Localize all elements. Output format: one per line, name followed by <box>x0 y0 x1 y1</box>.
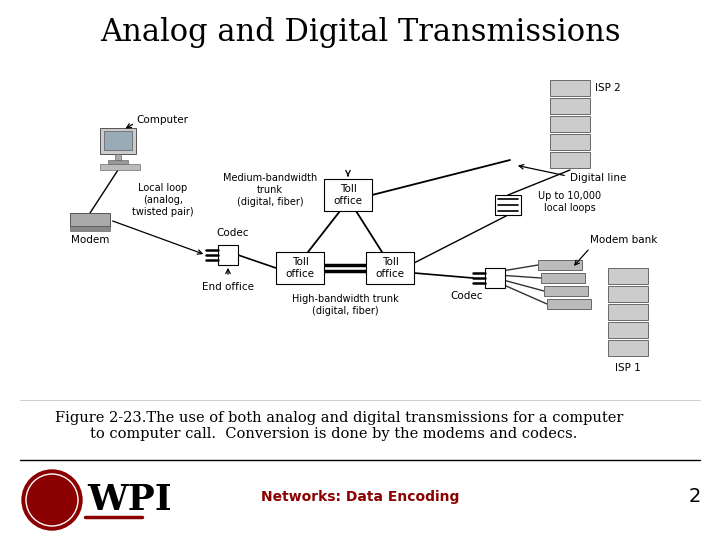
Text: WPI: WPI <box>87 483 171 517</box>
Text: Modem bank: Modem bank <box>590 235 657 245</box>
Bar <box>544 286 588 296</box>
Bar <box>608 304 648 320</box>
Bar <box>547 299 591 309</box>
Bar <box>276 252 324 284</box>
Bar <box>541 273 585 283</box>
Bar <box>100 164 140 170</box>
Text: Up to 10,000
local loops: Up to 10,000 local loops <box>538 191 601 213</box>
Bar <box>115 154 121 160</box>
Text: Modem: Modem <box>71 235 109 245</box>
Text: ISP 1: ISP 1 <box>615 363 641 373</box>
Bar <box>538 260 582 270</box>
Text: Digital line: Digital line <box>570 173 626 183</box>
Bar <box>485 268 505 288</box>
Circle shape <box>22 470 82 530</box>
Text: Networks: Data Encoding: Networks: Data Encoding <box>261 490 459 504</box>
Bar <box>550 116 590 132</box>
Bar <box>550 134 590 150</box>
Text: Figure 2-23.The use of both analog and digital transmissions for a computer: Figure 2-23.The use of both analog and d… <box>55 411 624 425</box>
Bar <box>100 128 136 154</box>
Text: Medium-bandwidth
trunk
(digital, fiber): Medium-bandwidth trunk (digital, fiber) <box>223 173 317 207</box>
Text: to computer call.  Conversion is done by the modems and codecs.: to computer call. Conversion is done by … <box>90 427 577 441</box>
Text: Codec: Codec <box>451 291 483 301</box>
Bar <box>70 226 110 231</box>
Bar <box>108 160 128 164</box>
Bar <box>550 98 590 114</box>
Text: Analog and Digital Transmissions: Analog and Digital Transmissions <box>99 17 621 48</box>
Bar <box>608 286 648 302</box>
Bar <box>366 252 414 284</box>
Text: Computer: Computer <box>136 115 188 125</box>
Bar <box>218 245 238 265</box>
Bar <box>608 340 648 356</box>
Bar <box>70 213 110 226</box>
Bar <box>608 268 648 284</box>
Text: WPI: WPI <box>34 493 71 511</box>
Bar <box>495 195 521 215</box>
Text: 2: 2 <box>689 488 701 507</box>
Bar <box>104 131 132 150</box>
Text: Codec: Codec <box>217 228 249 238</box>
Bar <box>608 322 648 338</box>
Text: Toll
office: Toll office <box>376 257 405 279</box>
Text: High-bandwidth trunk
(digital, fiber): High-bandwidth trunk (digital, fiber) <box>292 294 398 316</box>
Text: ISP 2: ISP 2 <box>595 83 621 93</box>
Text: Toll
office: Toll office <box>286 257 315 279</box>
Text: Local loop
(analog,
twisted pair): Local loop (analog, twisted pair) <box>132 184 194 217</box>
Text: End office: End office <box>202 282 254 292</box>
Text: Toll
office: Toll office <box>333 184 362 206</box>
Bar <box>550 80 590 96</box>
Bar <box>550 152 590 168</box>
Bar <box>324 179 372 211</box>
